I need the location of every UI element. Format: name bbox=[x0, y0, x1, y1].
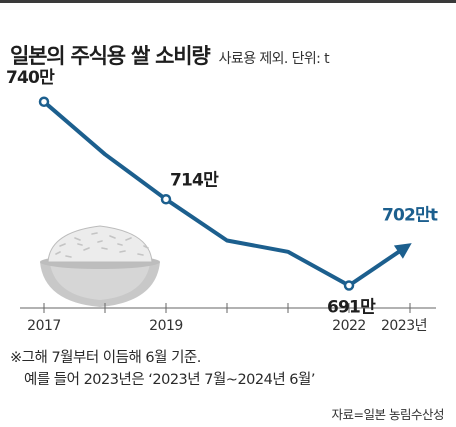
x-tick-label: 2022 bbox=[332, 318, 366, 334]
chart-title: 일본의 주식용 쌀 소비량 bbox=[10, 44, 211, 68]
note-line-2: 예를 들어 2023년은 ‘2023년 7월~2024년 6월’ bbox=[24, 372, 315, 388]
data-point bbox=[160, 194, 172, 205]
notes: ※그해 7월부터 이듬해 6월 기준. 예를 들어 2023년은 ‘2023년 … bbox=[10, 347, 315, 391]
data-label: 714만 bbox=[170, 170, 219, 190]
data-label: 691만 bbox=[327, 298, 376, 318]
trend-arrow-head bbox=[393, 243, 412, 259]
chart-subtitle: 사료용 제외. 단위: t bbox=[218, 51, 330, 67]
note-line-1: ※그해 7월부터 이듬해 6월 기준. bbox=[10, 350, 201, 366]
data-point bbox=[343, 280, 355, 291]
x-tick-label: 2023년 bbox=[381, 318, 427, 334]
top-rule bbox=[0, 0, 456, 3]
chart-header: 일본의 주식용 쌀 소비량 사료용 제외. 단위: t bbox=[10, 40, 330, 70]
data-label: 702만t bbox=[382, 205, 438, 225]
line-chart: 2017 2019 2022 2023년 740만 714만 691만 702만t bbox=[6, 68, 439, 334]
rice-bowl-icon bbox=[40, 225, 160, 307]
x-tick-label: 2017 bbox=[27, 318, 61, 334]
x-tick-label: 2019 bbox=[149, 318, 183, 334]
data-point bbox=[38, 96, 50, 107]
source-credit: 자료=일본 농림수산성 bbox=[331, 407, 445, 422]
data-label: 740만 bbox=[6, 68, 55, 88]
